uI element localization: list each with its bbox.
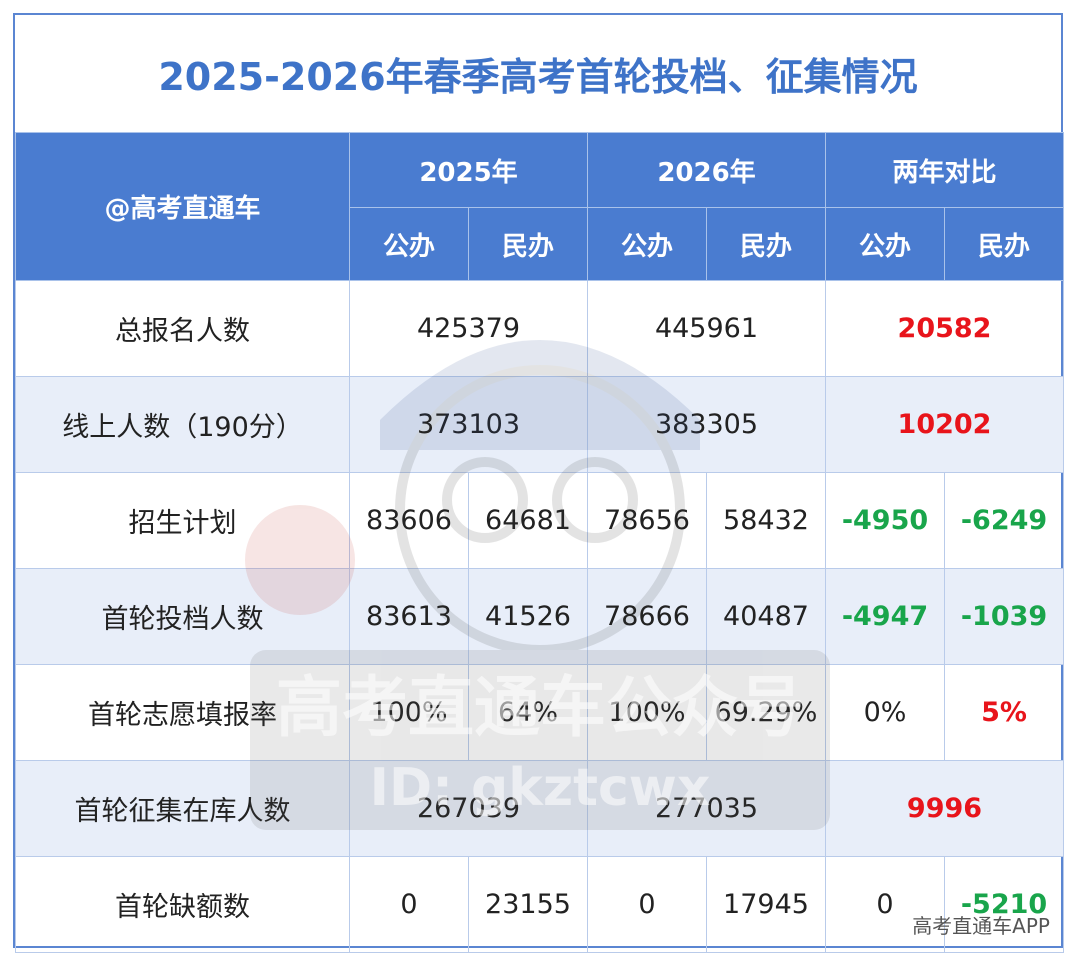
cell-diff-public: -4947 [825,568,945,665]
cell-diff-private: -1039 [943,568,1065,665]
cell-2026-public: 0 [587,856,707,953]
header-group-compare: 两年对比 [824,132,1065,208]
header-group-2025: 2025年 [349,132,588,208]
subheader-compare-private: 民办 [943,207,1065,281]
cell-2026-total: 277035 [587,760,826,857]
cell-diff-total: 9996 [824,760,1065,857]
cell-2025-private: 64% [468,664,588,761]
table-row: 总报名人数 425379 445961 20582 [15,280,1065,377]
cell-2026-total: 445961 [587,280,826,377]
cell-2025-public: 0 [349,856,469,953]
cell-2026-total: 383305 [587,376,826,473]
row-label: 首轮投档人数 [15,568,350,665]
subheader-compare-public: 公办 [825,207,945,281]
cell-2026-public: 100% [587,664,707,761]
cell-2026-private: 69.29% [706,664,826,761]
cell-2025-private: 64681 [468,472,588,569]
table-row: 线上人数（190分） 373103 383305 10202 [15,376,1065,473]
corner-label: @高考直通车 [15,132,350,281]
cell-2026-private: 58432 [706,472,826,569]
page-title: 2025-2026年春季高考首轮投档、征集情况 [158,55,918,99]
cell-diff-public: 0 [825,856,945,953]
cell-2026-public: 78666 [587,568,707,665]
cell-diff-private: -5210 [943,856,1065,953]
cell-diff-public: 0% [825,664,945,761]
data-table: @高考直通车 2025年 2026年 两年对比 公办 民办 公办 民办 公办 民… [15,132,1065,953]
cell-diff-total: 10202 [824,376,1065,473]
subheader-2026-public: 公办 [587,207,707,281]
row-label: 线上人数（190分） [15,376,350,473]
cell-2026-private: 40487 [706,568,826,665]
subheader-2025-public: 公办 [349,207,469,281]
table-row: 首轮缺额数 0 23155 0 17945 0 -5210 [15,856,1065,953]
cell-2025-public: 100% [349,664,469,761]
subheader-2025-private: 民办 [468,207,588,281]
cell-2026-private: 17945 [706,856,826,953]
row-label: 总报名人数 [15,280,350,377]
footer-brand: 高考直通车APP [912,914,1050,938]
cell-2025-private: 23155 [468,856,588,953]
cell-2025-public: 83606 [349,472,469,569]
cell-2025-total: 267039 [349,760,588,857]
row-label: 首轮缺额数 [15,856,350,953]
header-group-2026: 2026年 [587,132,826,208]
cell-diff-private: -6249 [943,472,1065,569]
table-row: 首轮志愿填报率 100% 64% 100% 69.29% 0% 5% [15,664,1065,761]
cell-diff-total: 20582 [824,280,1065,377]
subheader-2026-private: 民办 [706,207,826,281]
row-label: 首轮志愿填报率 [15,664,350,761]
row-label: 首轮征集在库人数 [15,760,350,857]
cell-2026-public: 78656 [587,472,707,569]
cell-diff-private: 5% [943,664,1065,761]
cell-2025-total: 373103 [349,376,588,473]
cell-2025-total: 425379 [349,280,588,377]
table-row: 首轮征集在库人数 267039 277035 9996 [15,760,1065,857]
cell-2025-public: 83613 [349,568,469,665]
row-label: 招生计划 [15,472,350,569]
cell-2025-private: 41526 [468,568,588,665]
table-row: 招生计划 83606 64681 78656 58432 -4950 -6249 [15,472,1065,569]
table-row: 首轮投档人数 83613 41526 78666 40487 -4947 -10… [15,568,1065,665]
cell-diff-public: -4950 [825,472,945,569]
